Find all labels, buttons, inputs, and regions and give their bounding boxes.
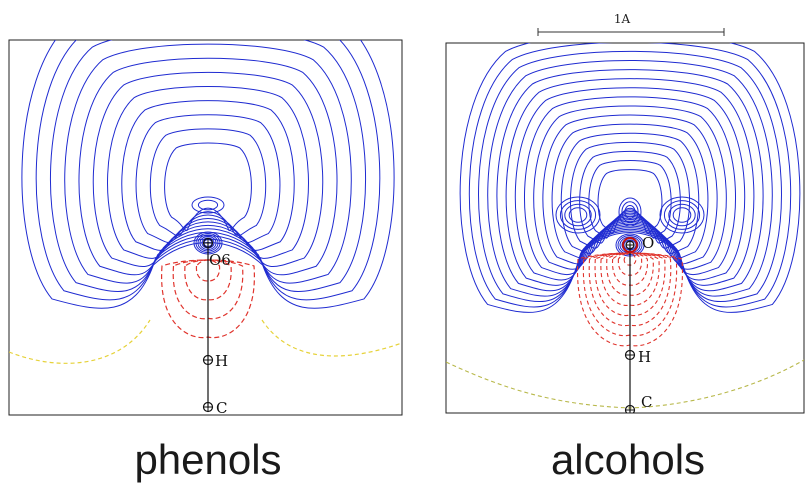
phenols-caption: phenols: [134, 436, 282, 483]
phenols-hydrogen-label: H: [215, 352, 228, 370]
alcohols-oxygen-atom: [622, 237, 638, 253]
phenols-oxygen-label: O6: [209, 251, 231, 269]
alcohols-oxygen-label: O: [642, 234, 654, 252]
phenols-frame: [8, 39, 403, 416]
phenols-zero-contour: [9, 319, 402, 364]
alcohols-hydrogen-label: H: [638, 348, 651, 366]
scale-bar-label: 1A: [614, 12, 631, 26]
phenols-panel: O6 H C: [8, 39, 403, 417]
alcohols-caption: alcohols: [550, 436, 706, 483]
alcohols-negative-contours: [577, 252, 683, 347]
phenols-positive-contours: [21, 40, 395, 309]
scale-bar: 1A: [537, 12, 725, 36]
phenols-carbon-label: C: [216, 399, 227, 417]
alcohols-panel: 1A O H C: [445, 12, 805, 414]
alcohols-zero-contour: [446, 359, 804, 409]
alcohols-frame: [445, 42, 805, 414]
alcohols-carbon-label: C: [641, 393, 652, 411]
alcohols-positive-contours: [459, 43, 801, 313]
